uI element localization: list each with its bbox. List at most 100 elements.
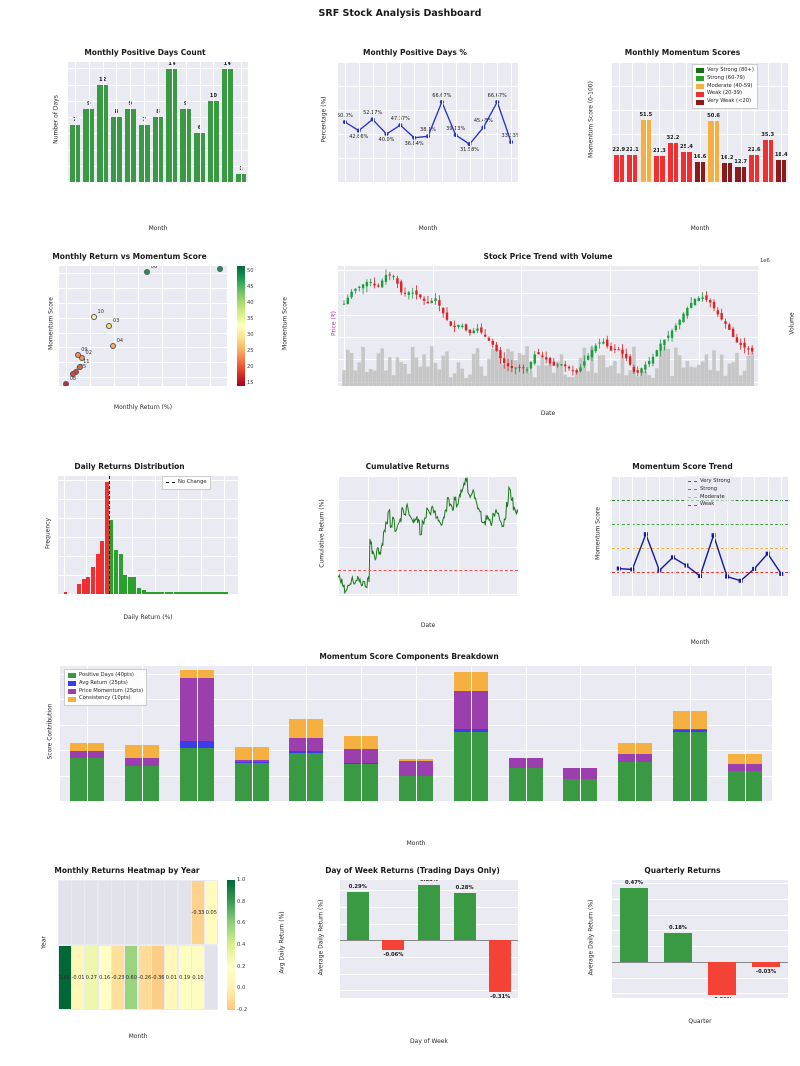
chart-return-vs-momentum: Monthly Return vs Momentum Score 15 20 25 3… xyxy=(22,252,292,427)
gridline xyxy=(338,476,339,596)
scatter-point-label: 02 xyxy=(85,350,92,357)
gridline xyxy=(612,930,788,932)
scatter-point xyxy=(110,343,117,350)
y-axis-label: Momentum Score (0-100) xyxy=(587,81,595,158)
chart-title: Monthly Positive Days Count xyxy=(84,48,206,57)
legend-label: Very Strong xyxy=(700,478,731,484)
chart-cumulative-returns: Cumulative Returns -100102030402024-1120… xyxy=(300,462,550,637)
gridline xyxy=(635,666,637,801)
gridline xyxy=(58,555,238,557)
stacked-bar-segment xyxy=(727,754,762,764)
gridline xyxy=(744,666,746,801)
heatmap-cell xyxy=(111,945,125,1010)
histogram-bar xyxy=(123,574,128,594)
gridline xyxy=(612,883,788,885)
legend-item: Positive Days (40pts) xyxy=(68,672,143,680)
bar-value-label: 0.18% xyxy=(669,925,687,932)
gridline xyxy=(368,476,369,596)
x-axis-label: Month xyxy=(418,225,438,232)
gridline xyxy=(63,476,65,594)
scatter-point xyxy=(216,266,223,272)
histogram-bar xyxy=(146,592,164,594)
gridline xyxy=(306,666,308,801)
gridline xyxy=(59,347,227,349)
gridline xyxy=(86,476,88,594)
heatmap-cell xyxy=(111,880,125,945)
gridline xyxy=(458,476,459,596)
plot-area: 02040608010022.922.151.521.332.225.416.6… xyxy=(612,62,788,182)
colorbar-tick-label: -0.2 xyxy=(237,1007,248,1013)
histogram-bar xyxy=(114,550,118,594)
stacked-bar-segment xyxy=(672,730,707,733)
bar-value-label: -0.06% xyxy=(383,952,404,959)
scatter-point-label: 08 xyxy=(69,375,77,382)
heatmap-cell-value: 0.01 xyxy=(165,974,177,981)
gridline xyxy=(88,62,90,182)
scatter-point xyxy=(76,364,83,371)
colorbar-tick-label: 0.0 xyxy=(237,985,246,992)
gridline xyxy=(199,62,201,182)
gridline xyxy=(428,62,429,182)
y-axis-label: Cumulative Return (%) xyxy=(318,499,326,568)
histogram-bar xyxy=(81,578,86,594)
bar xyxy=(346,891,369,941)
legend-item: Very Weak (<20) xyxy=(696,98,754,106)
dashed-line-icon xyxy=(688,504,697,506)
chart-title: Monthly Return vs Momentum Score xyxy=(52,252,207,261)
chart-title: Cumulative Returns xyxy=(365,462,450,471)
bar xyxy=(417,885,441,941)
y-axis-label: Average Daily Return (%) xyxy=(587,899,595,976)
gridline xyxy=(645,62,647,182)
x-axis-label: Monthly Return (%) xyxy=(113,404,173,411)
colorbar-tick-label: 0.6 xyxy=(237,920,246,927)
gridline xyxy=(659,62,661,182)
legend-swatch-icon xyxy=(696,91,704,97)
stacked-bar-segment xyxy=(399,758,433,761)
gridline xyxy=(497,62,499,182)
legend-item: Weak (20-39) xyxy=(696,90,754,98)
heatmap-cell-value: 0.05 xyxy=(205,909,217,916)
heatmap-cell xyxy=(191,945,205,1010)
stacked-bar-segment xyxy=(289,751,324,753)
legend-item: Moderate (40-59) xyxy=(696,83,754,91)
gridline xyxy=(740,476,742,596)
gridline xyxy=(224,476,226,594)
gridline xyxy=(59,273,227,275)
gridline xyxy=(740,62,742,182)
gridline xyxy=(162,266,164,386)
gridline xyxy=(338,270,758,272)
x-axis-label: Month xyxy=(690,225,710,232)
stacked-bar-segment xyxy=(179,678,214,742)
legend-label: Strong xyxy=(700,485,718,492)
chart-day-of-week: Day of Week Returns (Trading Days Only) … xyxy=(300,866,550,1056)
gridline xyxy=(470,666,472,801)
stacked-bar-segment xyxy=(289,718,324,739)
scatter-point-label: 11 xyxy=(83,359,90,366)
y-axis-label: Price (₹) xyxy=(330,310,338,337)
chart-title: Daily Returns Distribution xyxy=(74,462,185,471)
stacked-bar-segment xyxy=(453,728,488,732)
chart-title: Momentum Score Components Breakdown xyxy=(319,652,499,661)
plot-area: 02468101214791289781496101412024-112024-… xyxy=(68,62,248,182)
stacked-bar-segment xyxy=(399,760,433,776)
gridline xyxy=(340,990,518,992)
stacked-bar-segment xyxy=(672,732,707,801)
stacked-bar-segment xyxy=(453,690,488,729)
histogram-bar xyxy=(118,554,123,594)
colorbar-tick-label: 1.0 xyxy=(237,877,246,883)
gridline xyxy=(130,62,132,182)
gridline xyxy=(767,476,769,596)
x-axis-label: Month xyxy=(406,840,426,847)
gridline xyxy=(74,62,76,182)
chart-title: Quarterly Returns xyxy=(644,866,721,875)
stacked-bar-segment xyxy=(234,762,269,764)
gridline xyxy=(686,62,688,182)
legend-label: Very Strong (80+) xyxy=(707,67,754,73)
gridline xyxy=(612,914,788,916)
gridline xyxy=(645,476,647,596)
gridline xyxy=(612,993,788,995)
gridline xyxy=(178,476,180,594)
heatmap-cell xyxy=(138,945,151,1010)
legend-swatch-icon xyxy=(696,83,704,89)
colorbar-tick-label: 50 xyxy=(247,267,254,274)
